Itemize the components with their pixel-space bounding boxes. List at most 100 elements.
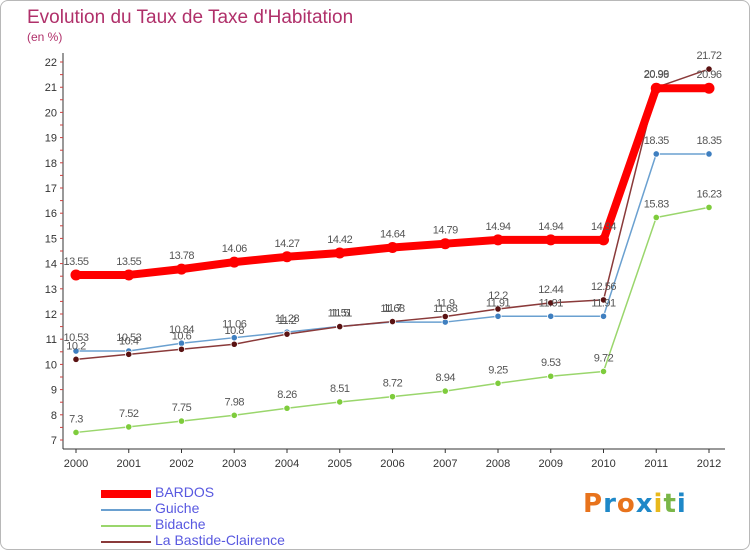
data-point-3 [547,299,555,307]
data-label: 11.68 [433,303,458,315]
data-label: 8.26 [277,389,297,401]
data-label: 9.53 [541,357,561,369]
data-point-2 [599,367,608,376]
data-point-2 [283,404,291,412]
data-point-2 [336,398,344,406]
data-point-3 [494,305,502,313]
data-point-2 [441,387,449,395]
data-label: 20.96 [644,69,669,81]
data-point-0 [492,234,504,246]
y-tick-label: 17 [45,183,57,195]
data-label: 11.28 [275,313,300,325]
x-tick-label: 2000 [64,458,88,470]
y-tick-label: 20 [45,107,57,119]
data-label: 10.53 [116,332,141,344]
logo-letter: t [663,489,677,519]
data-point-3 [336,322,344,331]
data-label: 11.51 [328,307,353,319]
data-point-2 [652,213,660,222]
legend-label-0: BARDOS [155,484,215,500]
data-label: 8.94 [436,372,456,384]
data-label: 18.35 [644,135,669,147]
data-point-2 [388,393,397,401]
data-point-3 [441,312,449,321]
data-label: 11.9 [436,298,455,310]
data-label: 10.84 [169,324,194,336]
data-label: 20.96 [696,69,721,81]
x-tick-label: 2009 [539,458,563,470]
data-label: 14.94 [538,221,563,233]
data-label: 9.72 [594,352,614,364]
legend-label-3: La Bastide-Clairence [155,532,285,548]
proxiti-logo: Proxiti [583,489,687,519]
x-tick-label: 2002 [169,458,193,470]
data-label: 15.83 [644,198,669,210]
data-point-3 [177,345,186,353]
logo-letter: i [653,489,664,519]
data-point-0 [703,82,715,94]
data-point-1 [72,347,80,355]
data-label: 14.94 [591,221,616,233]
data-point-1 [547,312,555,320]
data-point-3 [705,65,713,73]
data-label: 7.75 [172,402,192,414]
data-label: 14.79 [433,225,458,237]
x-tick-label: 2012 [697,458,721,470]
data-label: 13.55 [116,256,141,268]
data-label: 11.5 [330,308,349,320]
legend-swatch-3 [101,541,151,543]
x-tick-label: 2001 [117,458,141,470]
data-label: 13.78 [169,250,194,262]
legend-swatch-2 [101,525,151,527]
data-label: 11.91 [486,297,511,309]
data-label: 20.99 [644,68,669,80]
data-label: 14.42 [327,234,352,246]
x-tick-label: 2003 [222,458,246,470]
data-point-2 [177,417,186,425]
data-point-2 [72,428,80,437]
data-label: 10.4 [119,335,139,347]
data-point-2 [705,203,713,212]
y-tick-label: 9 [51,385,57,397]
data-point-0 [545,234,557,246]
data-point-1 [494,312,502,320]
data-point-3 [283,330,291,338]
legend-item-0: BARDOS [101,484,361,501]
logo-letter: P [583,489,604,519]
legend-item-3: La Bastide-Clairence [101,532,361,549]
data-point-0 [387,241,398,253]
data-point-0 [228,256,240,268]
y-tick-label: 10 [45,359,57,371]
y-tick-label: 19 [45,133,57,145]
legend-swatch-1 [101,509,151,511]
data-label: 10.53 [63,332,88,344]
data-label: 10.6 [172,330,192,342]
data-label: 11.91 [539,297,564,309]
legend-item-2: Bidache [101,516,361,533]
x-tick-label: 2008 [486,458,510,470]
data-point-0 [281,251,293,263]
logo-letter: i [676,489,687,519]
data-label: 11.68 [380,303,405,315]
x-tick-label: 2005 [328,458,352,470]
data-label: 13.55 [63,256,88,268]
data-label: 12.2 [488,290,508,302]
y-tick-label: 8 [51,410,57,422]
data-point-0 [70,269,82,281]
logo-letter: o [616,489,636,519]
legend-label-2: Bidache [155,516,206,532]
data-point-3 [388,317,397,326]
data-point-0 [123,269,135,281]
data-label: 14.27 [274,238,299,250]
data-label: 18.35 [696,135,721,147]
x-tick-label: 2004 [275,458,299,470]
data-label: 14.64 [380,228,405,240]
data-label: 9.25 [488,364,508,376]
y-tick-label: 22 [45,57,57,69]
data-label: 11.06 [222,319,247,331]
data-point-2 [494,379,502,387]
data-point-1 [705,150,713,158]
data-label: 12.56 [591,281,616,293]
